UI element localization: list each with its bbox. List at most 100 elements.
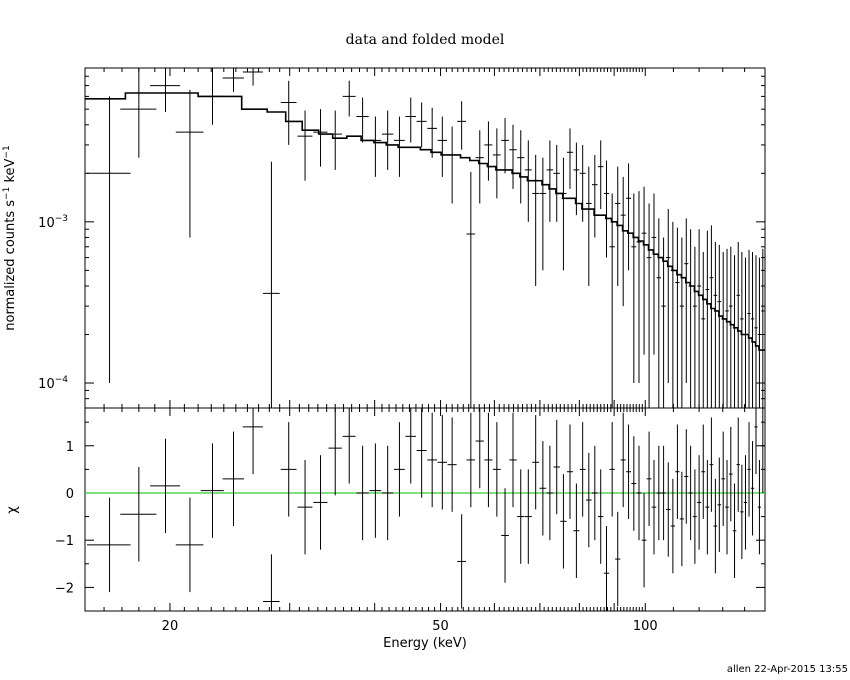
data-point xyxy=(579,144,586,222)
top-ylabel-part1: normalized counts s xyxy=(3,200,18,331)
residual-point xyxy=(328,408,342,496)
residual-point xyxy=(560,474,567,569)
residual-point xyxy=(447,417,457,512)
residual-point xyxy=(492,422,501,517)
chart-title: data and folded model xyxy=(346,32,505,48)
data-point xyxy=(631,193,637,384)
residual-point xyxy=(609,422,615,517)
top-ylabel-sup1: −1 xyxy=(2,187,12,200)
data-point xyxy=(743,257,748,408)
data-point xyxy=(747,249,751,408)
x-tick-label: 50 xyxy=(432,619,449,634)
residual-point xyxy=(517,469,525,564)
residual-point xyxy=(646,431,652,527)
data-point xyxy=(222,68,245,92)
data-point xyxy=(381,110,394,170)
data-point xyxy=(713,241,718,408)
data-point xyxy=(393,116,405,177)
data-point xyxy=(532,154,540,286)
data-point xyxy=(709,225,714,408)
data-point xyxy=(501,118,509,174)
data-point xyxy=(636,191,642,384)
data-point xyxy=(475,130,484,204)
residual-point xyxy=(200,443,224,538)
residual-point xyxy=(566,424,574,519)
residual-point xyxy=(342,408,356,484)
x-tick-label: 20 xyxy=(162,619,179,634)
residual-point xyxy=(736,417,740,512)
data-point xyxy=(732,255,737,408)
data-point xyxy=(517,130,525,204)
residual-point xyxy=(684,429,689,524)
data-point xyxy=(725,248,729,408)
residual-point xyxy=(313,455,328,550)
residual-point xyxy=(120,467,157,562)
data-point xyxy=(721,251,726,408)
bottom-y-tick-label: 0 xyxy=(66,487,74,502)
residual-point xyxy=(475,408,484,489)
data-point xyxy=(688,229,693,408)
residual-point xyxy=(641,492,647,588)
residual-point xyxy=(725,459,729,555)
residual-point xyxy=(761,408,765,493)
data-point xyxy=(356,97,369,143)
residual-point xyxy=(651,459,657,555)
data-point xyxy=(328,110,342,170)
bottom-y-tick-label: −2 xyxy=(55,581,74,596)
residual-point xyxy=(356,445,369,541)
data-point xyxy=(447,126,457,204)
data-point xyxy=(656,218,662,408)
residual-point xyxy=(740,464,744,560)
residual-point xyxy=(501,488,509,583)
data-point xyxy=(200,68,224,125)
top-data-points xyxy=(86,68,765,408)
bottom-y-tick-label: −1 xyxy=(55,534,74,549)
data-point xyxy=(754,255,758,408)
data-point xyxy=(566,128,574,189)
bottom-y-tick-label: 1 xyxy=(66,440,74,455)
data-point xyxy=(553,144,560,222)
residual-point xyxy=(280,422,297,517)
residual-point xyxy=(150,438,181,534)
residual-point xyxy=(661,445,666,541)
data-point xyxy=(597,140,604,210)
bottom-y-axis-label: χ xyxy=(5,506,20,514)
data-point xyxy=(342,80,356,117)
data-point xyxy=(641,186,647,355)
data-point xyxy=(675,227,680,408)
tick-base: 10 xyxy=(38,377,55,392)
data-point xyxy=(646,203,652,408)
residual-point xyxy=(729,426,733,522)
data-point xyxy=(615,166,621,286)
y-tick-labels: 10−310−410−1−2 xyxy=(38,214,74,597)
residual-point xyxy=(709,417,714,512)
x-tick-labels: 20 50 100 xyxy=(162,619,658,634)
data-point xyxy=(546,140,554,222)
residual-point xyxy=(592,445,598,541)
residual-point xyxy=(579,422,586,517)
residual-point xyxy=(484,412,493,508)
data-point xyxy=(150,68,181,113)
data-point xyxy=(736,241,740,408)
data-point xyxy=(684,218,689,384)
residual-point xyxy=(747,422,751,517)
residual-point xyxy=(701,424,706,519)
data-point xyxy=(670,221,676,408)
residual-point xyxy=(466,412,476,508)
residual-point xyxy=(743,455,748,550)
residual-point xyxy=(615,511,621,607)
data-point xyxy=(466,171,476,408)
residual-point xyxy=(175,497,204,593)
residual-point xyxy=(369,443,382,538)
data-point xyxy=(692,246,697,408)
bottom-panel-frame xyxy=(84,407,766,612)
residual-point xyxy=(393,422,405,517)
residual-point xyxy=(603,526,610,611)
data-point xyxy=(729,246,733,408)
residual-point xyxy=(717,457,722,552)
data-point xyxy=(492,128,501,199)
tick-exponent: −3 xyxy=(55,214,68,224)
residual-point xyxy=(573,483,580,578)
residual-point xyxy=(670,478,676,574)
